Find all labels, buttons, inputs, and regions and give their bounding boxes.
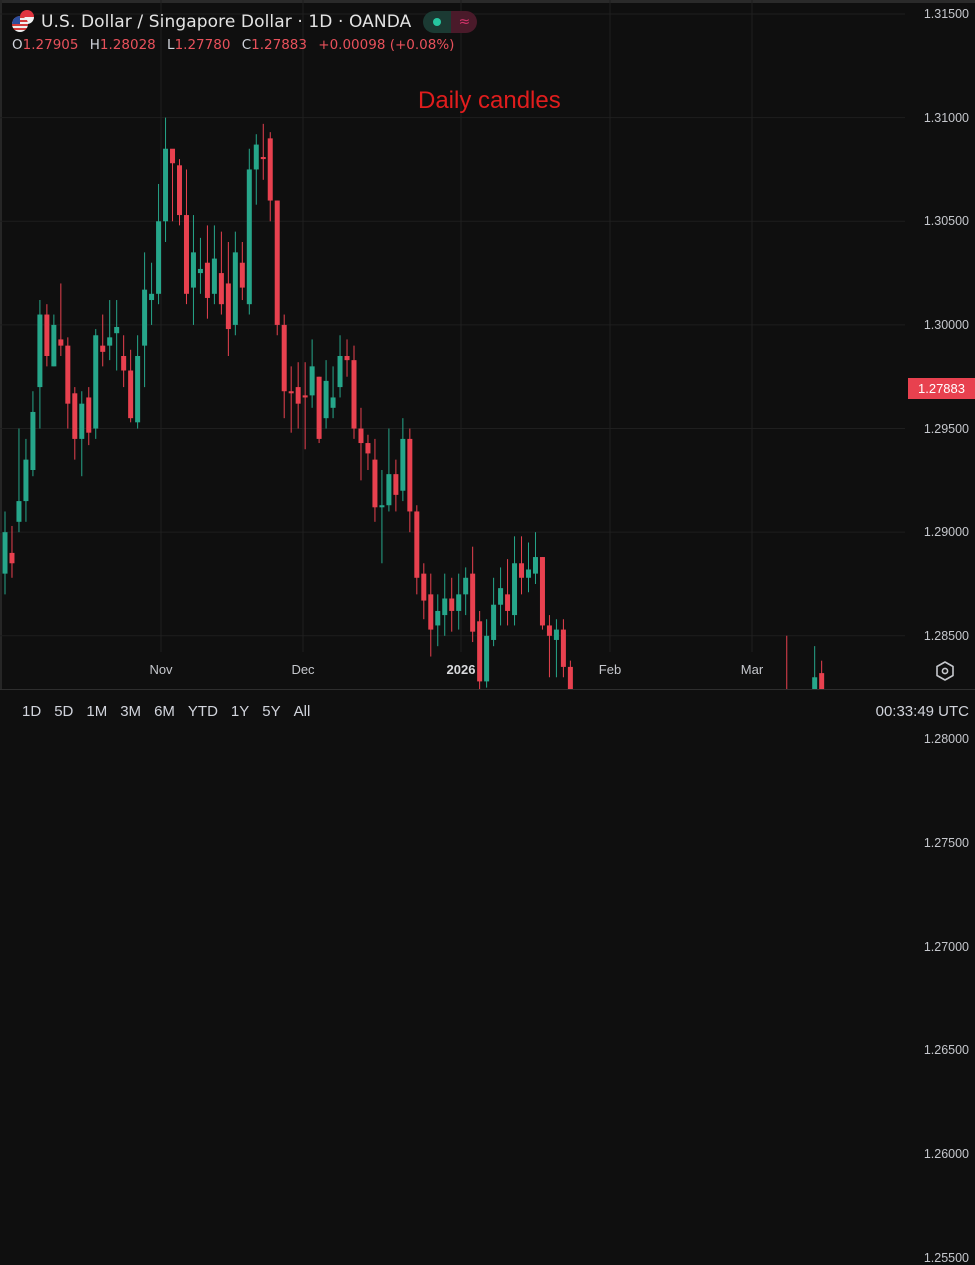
- low-value: 1.27780: [174, 37, 231, 53]
- range-selector: 1D 5D 1M 3M 6M YTD 1Y 5Y All: [22, 703, 323, 720]
- high-label: H: [89, 37, 100, 53]
- range-button-ytd[interactable]: YTD: [187, 703, 218, 720]
- ohlc-values: O1.27905 H1.28028 L1.27780 C1.27883 +0.0…: [12, 37, 477, 53]
- usd-sgd-flags-icon: [12, 10, 36, 34]
- price-axis-label: 1.31500: [923, 7, 969, 21]
- open-label: O: [12, 37, 23, 53]
- price-axis-label: 1.27500: [923, 836, 969, 851]
- data-delay-wave-icon: ≈: [451, 11, 478, 33]
- current-price-tag: 1.27883: [908, 378, 975, 399]
- range-button-5d[interactable]: 5D: [54, 703, 74, 720]
- high-value: 1.28028: [99, 37, 156, 53]
- price-chart-canvas[interactable]: [0, 0, 975, 690]
- change-value: +0.00098 (+0.08%): [318, 37, 455, 53]
- close-label: C: [241, 37, 252, 53]
- horizontal-gridlines: [0, 13, 905, 637]
- bottom-divider: [0, 689, 975, 690]
- price-axis-label: 1.31000: [923, 110, 969, 125]
- price-axis-label: 1.27000: [923, 939, 969, 954]
- time-axis-label: Nov: [149, 662, 173, 677]
- title-row: U.S. Dollar / Singapore Dollar · 1D · OA…: [12, 8, 478, 36]
- range-button-3m[interactable]: 3M: [120, 703, 142, 720]
- top-border: [0, 0, 975, 3]
- range-button-5y[interactable]: 5Y: [262, 703, 281, 720]
- price-axis-label: 1.25500: [923, 1250, 969, 1265]
- range-button-1m[interactable]: 1M: [86, 703, 108, 720]
- price-axis-label: 1.30500: [923, 214, 969, 229]
- range-button-6m[interactable]: 6M: [154, 703, 175, 720]
- chart-annotation-text[interactable]: Daily candles: [418, 87, 561, 114]
- symbol-title[interactable]: U.S. Dollar / Singapore Dollar · 1D · OA…: [41, 12, 412, 32]
- range-button-all[interactable]: All: [293, 703, 311, 720]
- price-axis-label: 1.29000: [923, 525, 969, 540]
- price-axis-label: 1.26500: [923, 1043, 969, 1058]
- settings-gear-icon[interactable]: [934, 660, 956, 682]
- price-axis-label: 1.29500: [923, 421, 969, 436]
- left-border: [0, 0, 2, 690]
- market-status-pill[interactable]: ≈: [423, 11, 478, 33]
- market-open-dot-icon: [423, 11, 452, 33]
- low-label: L: [167, 37, 175, 53]
- vertical-gridlines: [160, 0, 753, 652]
- range-button-1d[interactable]: 1D: [22, 703, 42, 720]
- price-axis-label: 1.28000: [923, 732, 969, 747]
- time-axis-label: Dec: [291, 662, 315, 677]
- range-button-1y[interactable]: 1Y: [230, 703, 250, 720]
- time-axis-label: Feb: [598, 662, 622, 677]
- time-axis-label: 2026: [446, 662, 476, 677]
- utc-clock[interactable]: 00:33:49 UTC: [875, 703, 969, 720]
- price-axis-label: 1.30000: [923, 317, 969, 332]
- time-axis-label: Mar: [740, 662, 764, 677]
- candlestick-series: [2, 117, 825, 690]
- price-axis-label: 1.28500: [923, 628, 969, 643]
- price-axis-label: 1.26000: [923, 1146, 969, 1161]
- close-value: 1.27883: [251, 37, 307, 53]
- symbol-legend: U.S. Dollar / Singapore Dollar · 1D · OA…: [12, 8, 478, 53]
- open-value: 1.27905: [22, 37, 79, 53]
